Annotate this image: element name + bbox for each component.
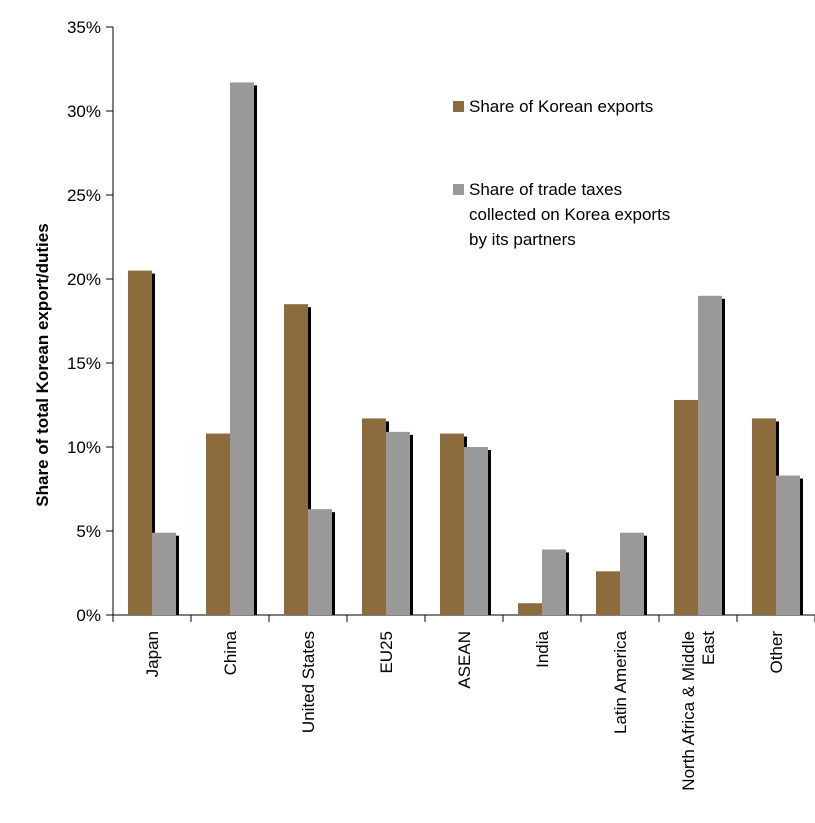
bars [128, 82, 803, 615]
bar [596, 571, 620, 615]
y-axis: 0% 5% 10% 15% 20% 25% 30% 35% [67, 18, 114, 625]
bar [206, 433, 230, 615]
x-tick-label: ASEAN [455, 631, 474, 689]
y-tick-label: 25% [67, 186, 101, 205]
x-tick-label: EU25 [377, 631, 396, 674]
x-tick-label: United States [299, 631, 318, 733]
y-tick-label: 10% [67, 438, 101, 457]
bar [674, 399, 698, 615]
x-tick-label: Latin America [611, 630, 630, 734]
legend-swatch [453, 184, 464, 195]
bar [386, 431, 410, 615]
legend-label: Share of Korean exports [469, 97, 653, 116]
y-tick-label: 30% [67, 102, 101, 121]
y-tick-label: 35% [67, 18, 101, 37]
legend: Share of Korean exports Share of trade ta… [453, 97, 670, 249]
bar [620, 532, 644, 615]
x-axis: Japan China United States EU25 ASEAN India Lat… [112, 614, 815, 791]
bar [284, 304, 308, 615]
legend-label: by its partners [469, 230, 576, 249]
x-tick-label: North Africa & Middle [679, 631, 698, 791]
bar [440, 433, 464, 615]
x-tick-label: Japan [143, 631, 162, 677]
legend-label: Share of trade taxes [469, 180, 622, 199]
y-tick-label: 20% [67, 270, 101, 289]
x-tick-label: India [533, 630, 552, 667]
x-tick-label: Other [767, 631, 786, 674]
legend-label: collected on Korea exports [469, 205, 670, 224]
legend-swatch [453, 101, 464, 112]
x-tick-label: China [221, 630, 240, 675]
bar [698, 295, 722, 615]
bar [752, 418, 776, 615]
bar [542, 549, 566, 615]
bar [152, 532, 176, 615]
y-tick-label: 0% [76, 606, 101, 625]
bar [230, 82, 254, 615]
bar [362, 418, 386, 615]
x-tick-label: East [699, 631, 718, 665]
bar [776, 475, 800, 615]
bar [308, 509, 332, 615]
bar [128, 270, 152, 615]
bar [464, 447, 488, 615]
y-tick-label: 5% [76, 522, 101, 541]
y-tick-label: 15% [67, 354, 101, 373]
bar [518, 603, 542, 615]
y-axis-label: Share of total Korean export/duties [33, 223, 52, 506]
